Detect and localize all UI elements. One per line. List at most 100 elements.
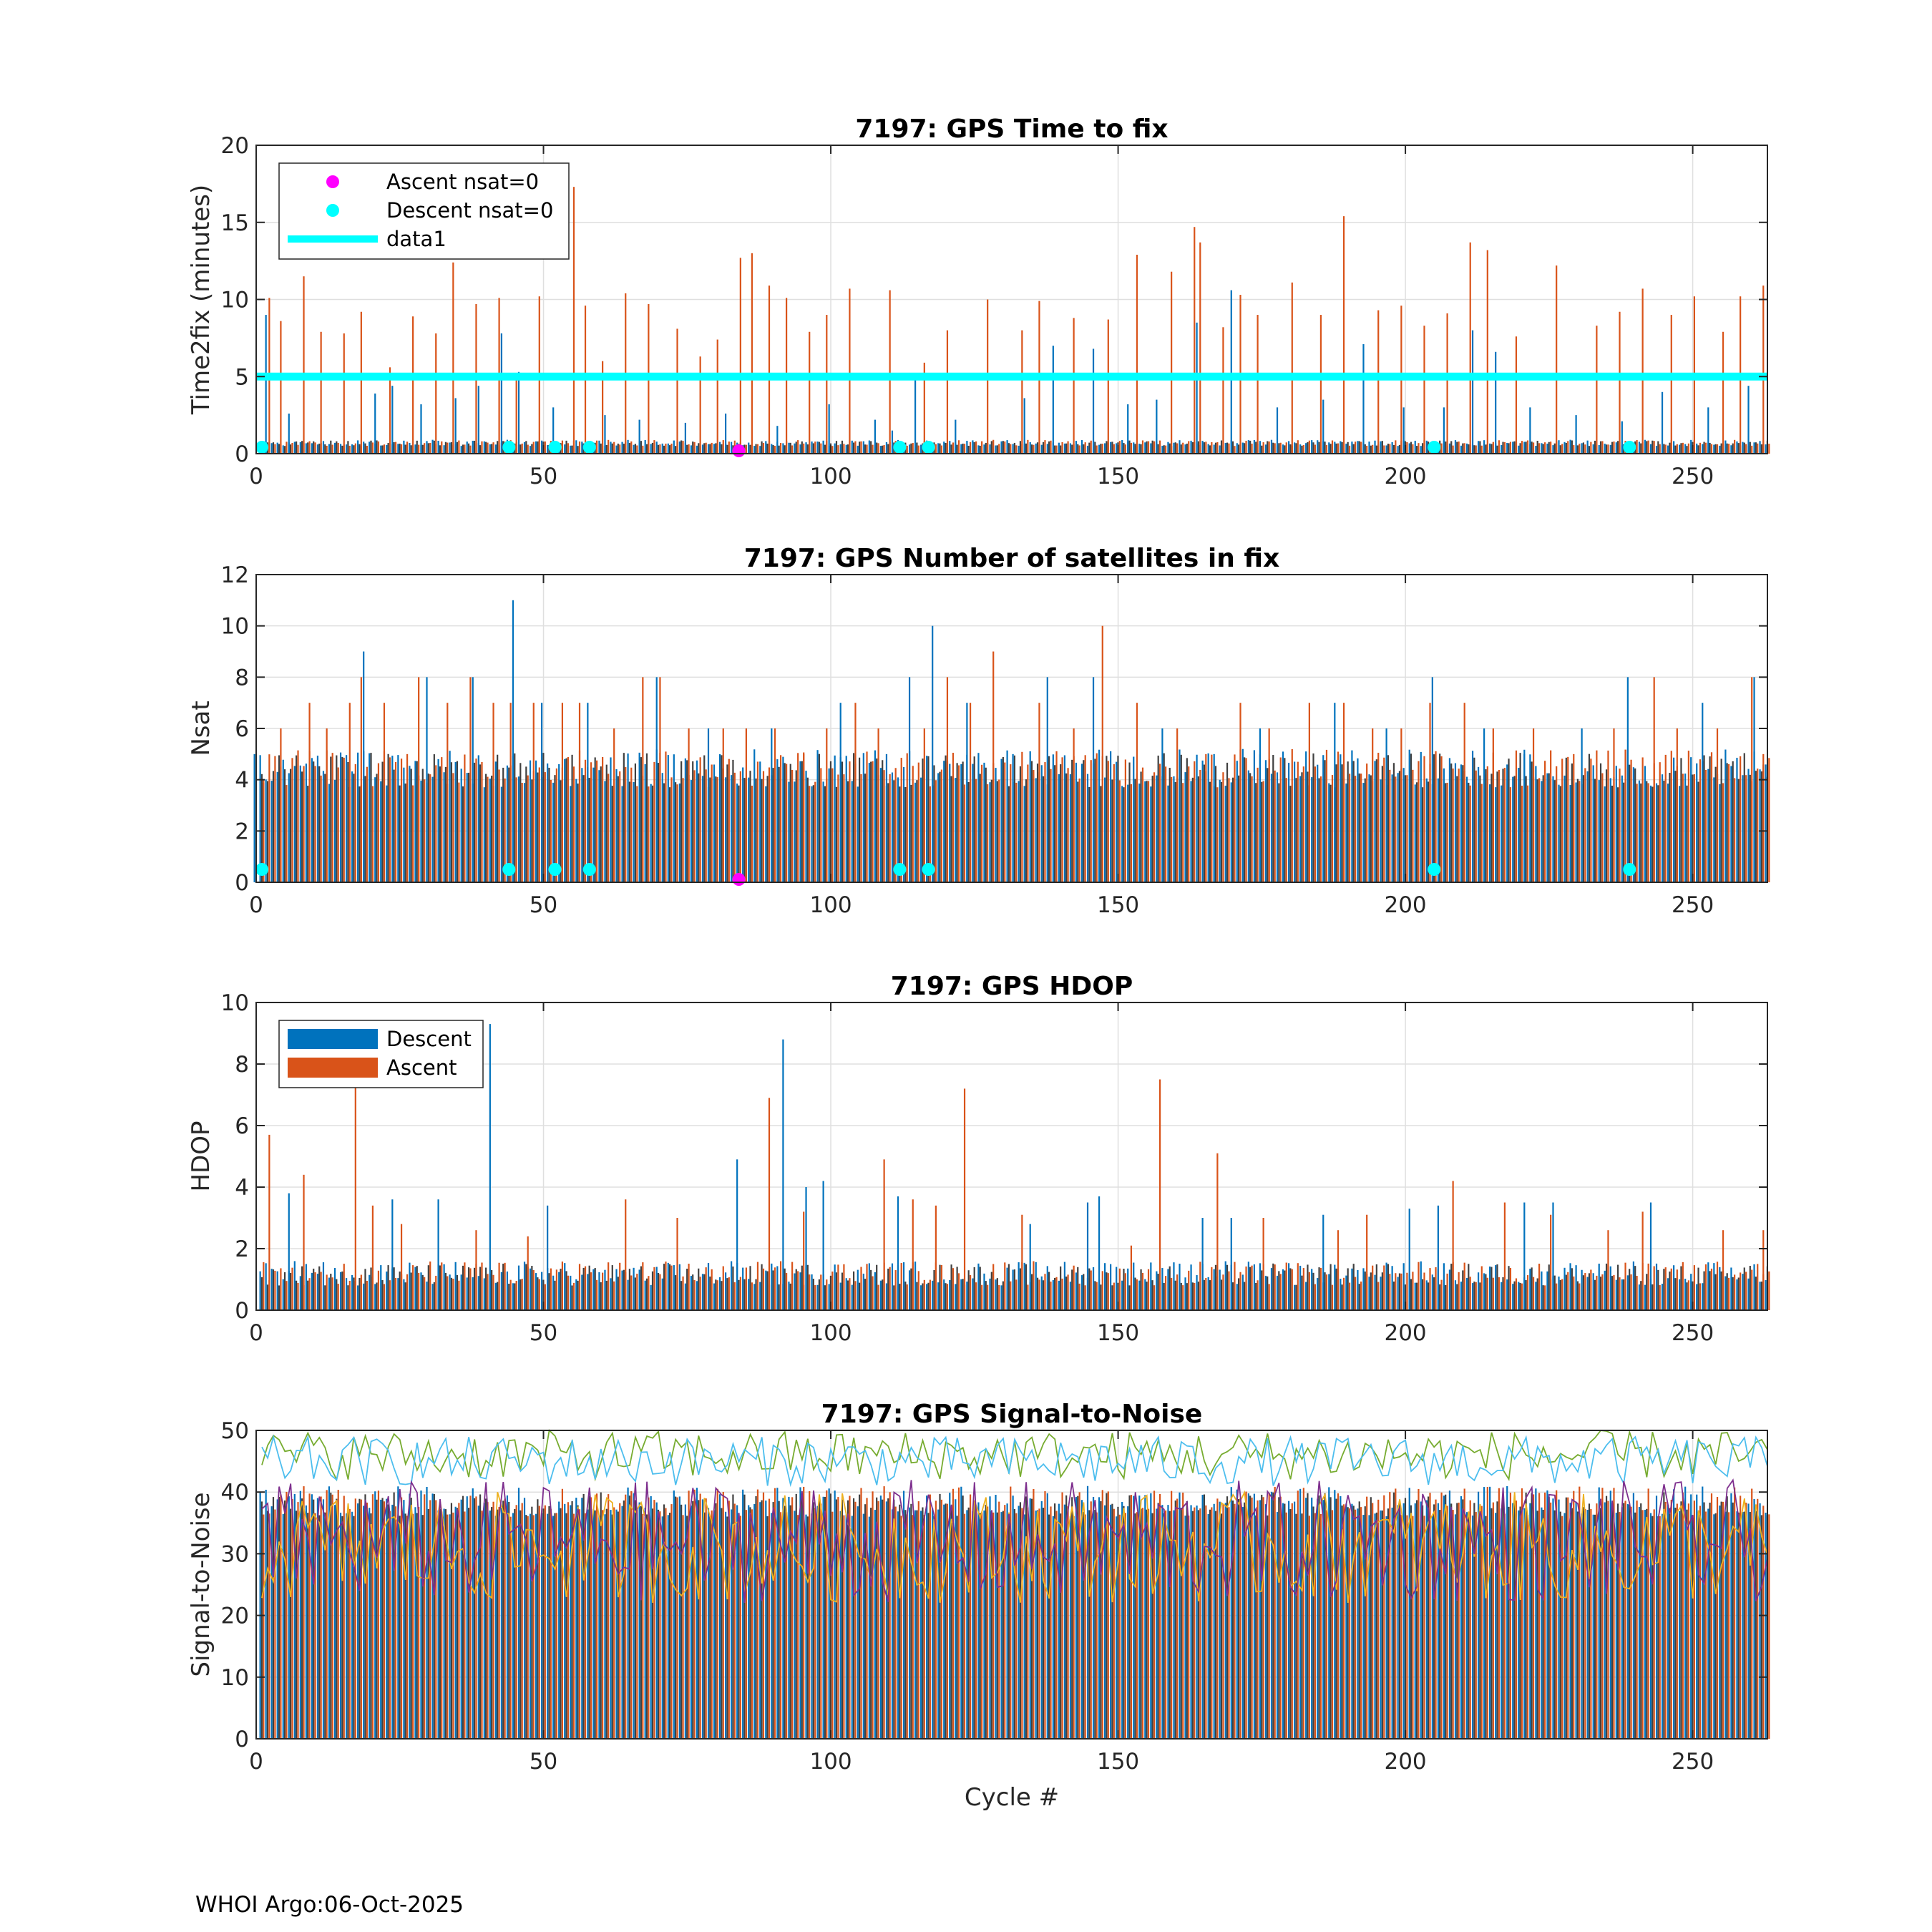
snr-overlap-bar bbox=[1060, 1513, 1062, 1739]
ascent-bar-base bbox=[906, 445, 908, 454]
descent-bar bbox=[1127, 404, 1129, 454]
descent-bar-base bbox=[1317, 764, 1319, 882]
snr-overlap-bar bbox=[1720, 1501, 1722, 1739]
descent-bar-base bbox=[1742, 1274, 1744, 1310]
y-tick-label: 4 bbox=[235, 1175, 249, 1201]
y-axis-label: Time2fix (minutes) bbox=[187, 185, 215, 415]
overlap-bar-base bbox=[1491, 1267, 1493, 1310]
snr-descent-bar bbox=[409, 1493, 411, 1739]
overlap-bar-base bbox=[1439, 753, 1441, 882]
snr-ascent-bar bbox=[1486, 1487, 1488, 1739]
chart-title: 7197: GPS Time to fix bbox=[855, 114, 1168, 144]
overlap-bar-base bbox=[738, 785, 740, 882]
snr-descent-bar bbox=[989, 1496, 991, 1739]
descent-bar-base bbox=[1138, 784, 1141, 882]
descent-bar-base bbox=[299, 765, 301, 882]
snr-descent-bar bbox=[1667, 1504, 1669, 1739]
snr-overlap-bar bbox=[668, 1513, 671, 1739]
overlap-bar-base bbox=[1646, 781, 1648, 882]
snr-overlap-bar bbox=[376, 1499, 378, 1739]
overlap-bar-base bbox=[611, 786, 613, 882]
snr-descent-bar bbox=[1080, 1500, 1083, 1739]
snr-overlap-bar bbox=[565, 1513, 567, 1739]
snr-ascent-bar bbox=[653, 1500, 655, 1739]
ascent-bar-base bbox=[291, 758, 293, 882]
overlap-bar-base bbox=[1077, 1267, 1079, 1310]
descent-bar-base bbox=[305, 443, 307, 454]
descent-bar-base bbox=[1282, 1269, 1284, 1310]
overlap-bar-base bbox=[1301, 1275, 1303, 1310]
snr-descent-bar bbox=[1523, 1508, 1526, 1739]
snr-descent-bar bbox=[765, 1501, 767, 1739]
snr-descent-bar bbox=[1535, 1488, 1537, 1739]
snr-descent-bar bbox=[1420, 1501, 1422, 1739]
descent-bar-base bbox=[1219, 1269, 1221, 1310]
snr-descent-bar bbox=[1334, 1490, 1336, 1739]
overlap-bar-base bbox=[645, 1278, 648, 1310]
snr-ascent-bar bbox=[1355, 1509, 1357, 1739]
descent-bar-base bbox=[293, 1261, 296, 1310]
snr-descent-bar bbox=[897, 1511, 899, 1739]
overlap-bar-base bbox=[600, 1282, 602, 1310]
descent-bar-base bbox=[960, 1279, 962, 1310]
overlap-bar-base bbox=[939, 771, 941, 882]
ascent-bar-base bbox=[1044, 762, 1046, 882]
descent-bar bbox=[1092, 348, 1095, 454]
ascent-bar-base bbox=[768, 767, 771, 882]
descent-bar-base bbox=[1655, 445, 1658, 454]
snr-descent-bar bbox=[1236, 1489, 1238, 1739]
snr-ascent-bar bbox=[1389, 1492, 1391, 1739]
descent-bar-base bbox=[914, 1262, 917, 1310]
ascent-bar-base bbox=[1090, 440, 1092, 454]
snr-ascent-bar bbox=[550, 1508, 552, 1739]
descent-bar bbox=[489, 1024, 491, 1310]
snr-ascent-bar bbox=[774, 1488, 776, 1739]
descent-bar-base bbox=[879, 446, 882, 454]
snr-overlap-bar bbox=[307, 1513, 309, 1739]
descent-bar-base bbox=[1317, 440, 1319, 454]
snr-overlap-bar bbox=[1197, 1510, 1199, 1739]
overlap-bar-base bbox=[1485, 444, 1487, 454]
snr-overlap-bar bbox=[1536, 1511, 1538, 1739]
snr-ascent-bar bbox=[1664, 1501, 1667, 1739]
descent-bar-base bbox=[1402, 1263, 1405, 1310]
snr-ascent-bar bbox=[670, 1504, 673, 1739]
descent-bar-base bbox=[943, 441, 945, 454]
descent-bar bbox=[1575, 415, 1577, 454]
snr-ascent-bar bbox=[1676, 1503, 1678, 1739]
descent-bar-base bbox=[1471, 1283, 1474, 1310]
overlap-bar-base bbox=[1629, 764, 1631, 882]
ascent-bar-base bbox=[883, 444, 885, 454]
descent-bar-base bbox=[1046, 444, 1048, 454]
ascent-bar-base bbox=[1010, 764, 1012, 882]
overlap-bar-base bbox=[1048, 756, 1050, 882]
overlap-bar-base bbox=[1330, 444, 1332, 454]
snr-ascent-bar bbox=[1590, 1509, 1592, 1739]
overlap-bar-base bbox=[858, 1282, 861, 1310]
overlap-bar-base bbox=[1381, 1272, 1383, 1310]
ascent-bar bbox=[946, 330, 949, 454]
overlap-bar-base bbox=[1002, 756, 1004, 882]
descent-bar-base bbox=[1632, 1261, 1635, 1310]
overlap-bar-base bbox=[657, 763, 660, 882]
overlap-bar-base bbox=[1634, 1266, 1636, 1310]
overlap-bar-base bbox=[525, 766, 527, 882]
overlap-bar-base bbox=[1134, 444, 1136, 454]
descent-bar-base bbox=[1563, 1267, 1566, 1310]
overlap-bar-base bbox=[1231, 777, 1234, 882]
descent-bar-base bbox=[718, 441, 721, 454]
ascent-bar-base bbox=[1182, 783, 1184, 882]
overlap-bar-base bbox=[266, 1284, 269, 1310]
snr-ascent-bar bbox=[1067, 1506, 1069, 1739]
snr-overlap-bar bbox=[439, 1508, 441, 1739]
snr-overlap-bar bbox=[1244, 1502, 1246, 1739]
descent-bar-base bbox=[638, 752, 640, 882]
descent-bar-base bbox=[426, 441, 428, 454]
ascent-bar-base bbox=[820, 768, 822, 882]
ascent-bar bbox=[923, 362, 925, 454]
overlap-bar-base bbox=[1335, 1268, 1337, 1310]
snr-descent-bar bbox=[564, 1503, 566, 1739]
overlap-bar-base bbox=[1571, 763, 1573, 882]
descent-bar-base bbox=[403, 767, 405, 882]
ascent-bar-base bbox=[1607, 750, 1609, 882]
